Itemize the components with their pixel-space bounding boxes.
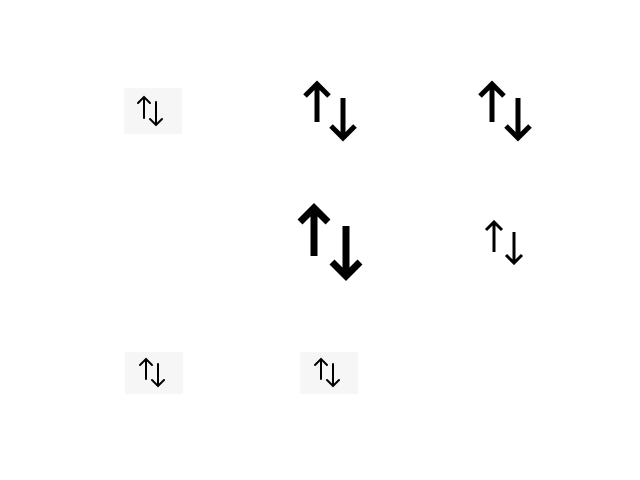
up-down-arrows-glyph (478, 80, 532, 142)
sort-arrows-icon (124, 88, 182, 134)
up-down-arrows-glyph (303, 80, 357, 142)
up-down-arrows-glyph (314, 357, 340, 388)
sort-arrows-icon (294, 200, 370, 284)
sort-arrows-icon (125, 352, 183, 394)
sort-arrows-icon (474, 78, 538, 146)
up-down-arrows-glyph (137, 95, 163, 127)
sort-arrows-icon (299, 78, 363, 146)
sort-arrows-icon (300, 352, 358, 394)
up-down-arrows-glyph (484, 219, 524, 266)
up-down-arrows-glyph (297, 203, 363, 281)
sort-arrows-icon (480, 216, 530, 268)
up-down-arrows-glyph (139, 357, 165, 388)
